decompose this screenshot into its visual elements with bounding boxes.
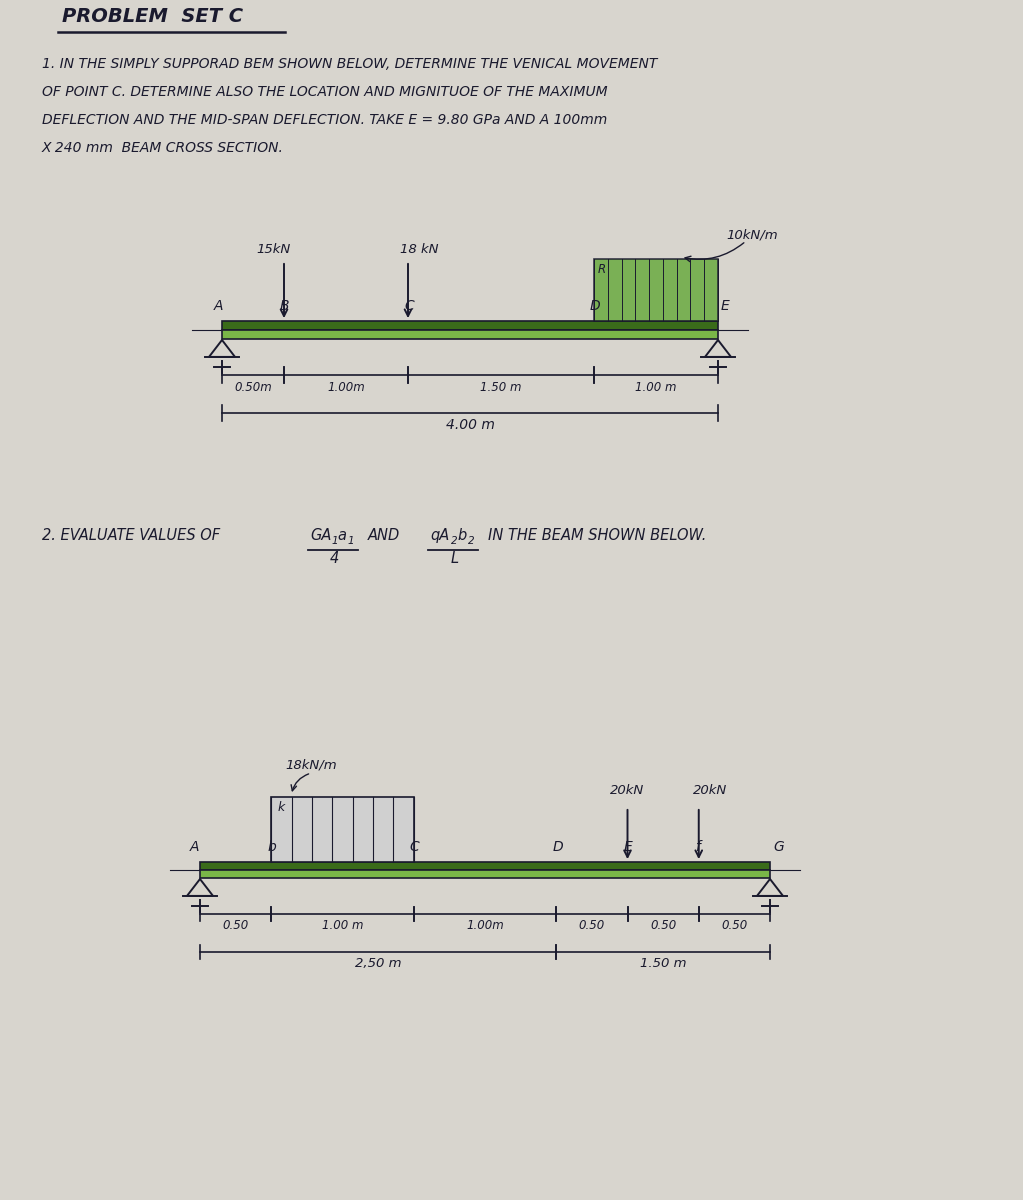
Text: 20kN: 20kN [693, 784, 727, 797]
Text: IN THE BEAM SHOWN BELOW.: IN THE BEAM SHOWN BELOW. [488, 528, 706, 542]
Text: DEFLECTION AND THE MID-SPAN DEFLECTION. TAKE E = 9.80 GPa AND A 100mm: DEFLECTION AND THE MID-SPAN DEFLECTION. … [42, 113, 608, 127]
Text: 4: 4 [330, 551, 340, 566]
Text: X 240 mm  BEAM CROSS SECTION.: X 240 mm BEAM CROSS SECTION. [42, 140, 283, 155]
Text: D: D [590, 299, 601, 313]
Bar [271, 797, 413, 862]
Text: GA: GA [310, 528, 331, 542]
Text: 0.50: 0.50 [222, 919, 249, 932]
Text: 2. EVALUATE VALUES OF: 2. EVALUATE VALUES OF [42, 528, 220, 542]
Text: 15kN: 15kN [256, 242, 291, 256]
Text: D: D [552, 840, 563, 854]
Text: 10kN/m: 10kN/m [726, 229, 777, 242]
Text: 1.50 m: 1.50 m [480, 382, 522, 394]
Text: 18kN/m: 18kN/m [285, 758, 337, 772]
Text: 2: 2 [451, 536, 457, 546]
Text: 1. IN THE SIMPLY SUPPORAD BEM SHOWN BELOW, DETERMINE THE VENICAL MOVEMENT: 1. IN THE SIMPLY SUPPORAD BEM SHOWN BELO… [42, 56, 658, 71]
Bar [201, 862, 770, 870]
Text: b: b [457, 528, 466, 542]
Text: A: A [214, 299, 223, 313]
Bar [594, 259, 718, 320]
Text: E: E [623, 840, 632, 854]
Text: k: k [277, 802, 284, 814]
Text: a: a [337, 528, 346, 542]
Text: 2: 2 [468, 536, 475, 546]
Text: E: E [721, 299, 729, 313]
Bar [222, 330, 718, 338]
Text: B: B [280, 299, 290, 313]
Text: AND: AND [368, 528, 400, 542]
Text: L: L [451, 551, 459, 566]
Text: 1.50 m: 1.50 m [639, 958, 686, 970]
Text: A: A [190, 840, 199, 854]
Text: C: C [410, 840, 419, 854]
Text: 1.00 m: 1.00 m [635, 382, 677, 394]
Text: 18 kN: 18 kN [400, 242, 439, 256]
Text: 4.00 m: 4.00 m [446, 418, 494, 432]
Text: C: C [404, 299, 413, 313]
Text: 0.50m: 0.50m [234, 382, 272, 394]
Text: 2,50 m: 2,50 m [355, 958, 401, 970]
Text: 1.00m: 1.00m [327, 382, 365, 394]
Text: G: G [773, 840, 784, 854]
Bar [201, 870, 770, 878]
Bar [222, 320, 718, 330]
Text: PROBLEM  SET C: PROBLEM SET C [62, 7, 243, 26]
Text: 0.50: 0.50 [579, 919, 605, 932]
Text: 1: 1 [348, 536, 355, 546]
Text: OF POINT C. DETERMINE ALSO THE LOCATION AND MIGNITUOE OF THE MAXIMUM: OF POINT C. DETERMINE ALSO THE LOCATION … [42, 85, 608, 98]
Text: 1: 1 [331, 536, 338, 546]
Text: b: b [267, 840, 276, 854]
Text: 0.50: 0.50 [721, 919, 748, 932]
Text: 20kN: 20kN [610, 784, 643, 797]
Text: f: f [695, 840, 700, 854]
Text: 1.00 m: 1.00 m [322, 919, 363, 932]
Text: R: R [598, 263, 606, 276]
Text: 0.50: 0.50 [650, 919, 676, 932]
Text: 1.00m: 1.00m [466, 919, 504, 932]
Text: qA: qA [430, 528, 449, 542]
